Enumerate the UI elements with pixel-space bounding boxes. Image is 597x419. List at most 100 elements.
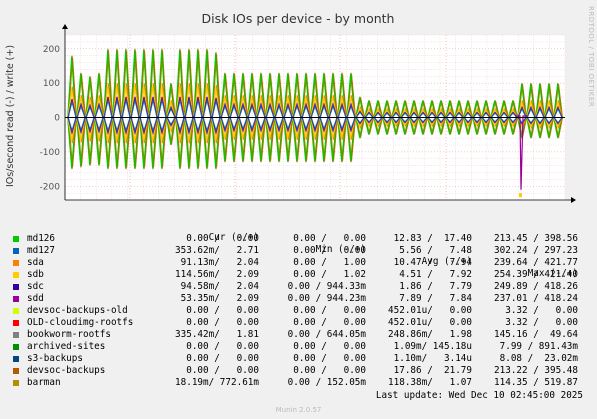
legend-min: 0.00 / 0.00 [293,233,366,244]
legend-header-max: Max (-/+) [527,268,578,279]
legend-swatch [13,296,19,302]
legend-avg: 1.09m/ 145.18u [393,341,472,352]
legend-min: 0.00 / 0.00 [293,365,366,376]
legend-cur: 353.62m/ 2.71 [175,245,259,256]
y-tick-label: -100 [40,148,61,158]
legend-max: 114.35 / 519.87 [494,377,578,388]
legend-max: 249.89 / 418.26 [494,281,578,292]
legend-min: 0.00 / 944.33m [287,281,366,292]
legend-name: devsoc-backups [27,365,106,376]
series-sdd-dip [515,115,527,190]
legend-max: 237.01 / 418.24 [494,293,578,304]
legend-min: 0.00 / 644.05m [287,329,366,340]
legend-cur: 0.00 / 0.00 [186,233,259,244]
legend-avg: 10.47 / 7.94 [393,257,472,268]
rrdtool-credit: RRDTOOL / TOBI OETIKER [587,6,595,108]
legend-swatch [13,260,19,266]
legend-header: Cur (-/+) Min (-/+) Avg (-/+) Max (-/+) [10,220,590,279]
legend-avg: 5.56 / 7.48 [399,245,472,256]
legend-cur: 53.35m/ 2.09 [180,293,259,304]
legend-min: 0.00 / 152.05m [287,377,366,388]
legend-row: md126 0.00 / 0.00 0.00 / 0.00 12.83 / 17.40… [10,233,590,245]
legend-avg: 4.51 / 7.92 [399,269,472,280]
legend-min: 0.00 / 0.00 [293,317,366,328]
legend-header-min: Min (-/+) [315,244,366,255]
legend-row: devsoc-backups-old 0.00 / 0.00 0.00 / 0.00… [10,305,590,317]
legend-name: archived-sites [27,341,106,352]
chart-title: Disk IOs per device - by month [202,11,395,26]
legend-max: 213.22 / 395.48 [494,365,578,376]
series-md126-read [67,117,563,169]
legend-row: sdb 114.56m/ 2.09 0.00 / 1.02 4.51 / 7.92 25… [10,269,590,281]
series-md127-write [67,100,563,118]
x-axis-arrow [571,197,576,203]
legend-row: md127 353.62m/ 2.71 0.00 / 0.00 5.56 / 7.48… [10,245,590,257]
legend-name: devsoc-backups-old [27,305,128,316]
legend-swatch [13,272,19,278]
legend-max: 3.32 / 0.00 [505,305,578,316]
munin-version: Munin 2.0.57 [275,406,322,414]
legend-swatch [13,236,19,242]
legend-max: 145.16 / 49.64 [494,329,578,340]
legend-avg: 1.86 / 7.79 [399,281,472,292]
legend-cur: 18.19m/ 772.61m [175,377,259,388]
chart: Disk IOs per device - by month IOs/secon… [5,11,576,203]
legend-max: 8.08 / 23.02m [499,353,578,364]
legend-swatch [13,284,19,290]
last-update: Last update: Wed Dec 10 02:45:00 2025 [375,390,583,401]
legend-max: 239.64 / 421.77 [494,257,578,268]
legend-header-avg: Avg (-/+) [421,256,472,267]
legend-cur: 0.00 / 0.00 [186,353,259,364]
legend-swatch [13,356,19,362]
legend-avg: 248.86m/ 1.98 [388,329,472,340]
legend-swatch [13,332,19,338]
legend-cur: 94.58m/ 2.04 [180,281,259,292]
legend-row: sdd 53.35m/ 2.09 0.00 / 944.23m 7.89 / 7.84… [10,293,590,305]
legend-cur: 0.00 / 0.00 [186,365,259,376]
legend-name: sdb [27,269,44,280]
legend-swatch [13,380,19,386]
legend-cur: 0.00 / 0.00 [186,305,259,316]
legend-avg: 1.10m/ 3.14u [393,353,472,364]
legend-min: 0.00 / 0.00 [293,305,366,316]
legend-max: 254.39 / 421.40 [494,269,578,280]
legend-swatch [13,320,19,326]
legend-min: 0.00 / 0.00 [293,245,366,256]
legend-swatch [13,248,19,254]
legend-name: md127 [27,245,55,256]
legend-avg: 7.89 / 7.84 [399,293,472,304]
legend-max: 7.99 / 891.43m [499,341,578,352]
legend-cur: 0.00 / 0.00 [186,341,259,352]
legend-swatch [13,308,19,314]
legend-row: s3-backups 0.00 / 0.00 0.00 / 0.00 1.10m/ 3… [10,353,590,365]
legend-min: 0.00 / 0.00 [293,353,366,364]
legend-name: s3-backups [27,353,83,364]
legend-avg: 12.83 / 17.40 [393,233,472,244]
legend-row: devsoc-backups 0.00 / 0.00 0.00 / 0.00 17.8… [10,365,590,377]
legend-name: OLD-cloudimg-rootfs [27,317,134,328]
legend-name: sdd [27,293,44,304]
legend-max: 213.45 / 398.56 [494,233,578,244]
legend-row: OLD-cloudimg-rootfs 0.00 / 0.00 0.00 / 0.0… [10,317,590,329]
legend-name: sda [27,257,44,268]
legend-row: sdc 94.58m/ 2.04 0.00 / 944.33m 1.86 / 7.79… [10,281,590,293]
legend-avg: 452.01u/ 0.00 [388,317,472,328]
legend-row: barman 18.19m/ 772.61m 0.00 / 152.05m 118.3… [10,377,590,389]
y-tick-label: 0 [54,114,60,124]
legend-name: bookworm-rootfs [27,329,111,340]
legend-header-cur: Cur (-/+) [208,232,259,243]
legend-min: 0.00 / 1.02 [293,269,366,280]
legend-name: barman [27,377,61,388]
legend-row: archived-sites 0.00 / 0.00 0.00 / 0.00 1.09… [10,341,590,353]
legend-avg: 17.86 / 21.79 [393,365,472,376]
legend-avg: 118.38m/ 1.07 [388,377,472,388]
legend-row: sda 91.13m/ 2.04 0.00 / 1.00 10.47 / 7.94 23… [10,257,590,269]
y-axis-label: IOs/second read (-) / write (+) [5,45,16,187]
legend-cur: 91.13m/ 2.04 [180,257,259,268]
y-tick-label: -200 [40,182,61,192]
legend-max: 302.24 / 297.23 [494,245,578,256]
y-tick-label: 200 [43,45,60,55]
y-axis-arrow [62,24,68,29]
series-sdb-dip-marker [519,193,522,198]
legend-name: sdc [27,281,44,292]
